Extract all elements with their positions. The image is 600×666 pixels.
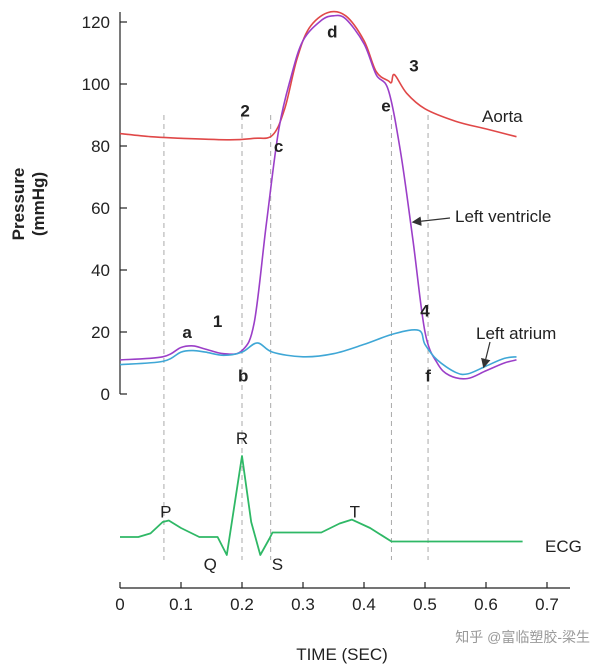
x-tick-label: 0.5	[413, 595, 437, 614]
x-tick-label: 0.2	[230, 595, 254, 614]
phase-marker-a: a	[182, 323, 192, 342]
y-tick-label: 100	[82, 75, 110, 94]
x-tick-label: 0.1	[169, 595, 193, 614]
atrium-arrow	[481, 341, 491, 369]
phase-marker-3: 3	[409, 56, 418, 75]
phase-marker-4: 4	[420, 301, 430, 320]
atrium-curve	[119, 329, 517, 376]
axes: 0 20 40 60 80 100 120 0 0.1 0.2 0.3 0.4 0.5 0.6 0.7	[82, 12, 570, 614]
watermark-text: 知乎 @富临塑胶-梁生	[455, 629, 590, 645]
x-tick-label: 0.7	[535, 595, 559, 614]
ecg-wave-label-s: S	[272, 555, 283, 574]
phase-marker-f: f	[425, 366, 431, 385]
ecg-label: ECG	[545, 537, 582, 556]
phase-marker-1: 1	[213, 312, 222, 331]
ventricle-arrow	[411, 216, 451, 226]
phase-marker-2: 2	[240, 101, 249, 120]
phase-markers: 1 2 3 4 a b c d e f	[182, 22, 431, 385]
y-tick-label: 80	[91, 137, 110, 156]
aorta-curve	[119, 10, 517, 141]
y-tick-label: 60	[91, 199, 110, 218]
left-ventricle-label: Left ventricle	[455, 207, 551, 226]
y-tick-label: 0	[101, 385, 110, 404]
x-tick-label: 0.3	[291, 595, 315, 614]
x-axis-label: TIME (SEC)	[296, 645, 388, 664]
y-tick-label: 40	[91, 261, 110, 280]
y-tick-label: 120	[82, 13, 110, 32]
y-axis-label-line1: Pressure	[9, 168, 28, 241]
y-tick-label: 20	[91, 323, 110, 342]
pressure-series	[119, 10, 517, 380]
phase-marker-b: b	[238, 366, 248, 385]
phase-marker-c: c	[274, 137, 283, 156]
x-tick-label: 0.4	[352, 595, 376, 614]
ecg-trace: P Q R S T	[120, 429, 523, 574]
ecg-wave-label-r: R	[236, 429, 248, 448]
aorta-label: Aorta	[482, 107, 523, 126]
x-tick-label: 0.6	[474, 595, 498, 614]
left-atrium-label: Left atrium	[476, 324, 556, 343]
ecg-wave-label-q: Q	[204, 555, 217, 574]
phase-marker-e: e	[381, 97, 390, 116]
guide-lines	[163, 115, 429, 560]
ventricle-curve	[119, 14, 517, 380]
x-tick-label: 0	[115, 595, 124, 614]
ecg-curve	[120, 455, 523, 556]
phase-marker-d: d	[327, 22, 337, 41]
ecg-wave-label-t: T	[350, 503, 360, 522]
ecg-wave-label-p: P	[160, 503, 171, 522]
y-axis-label-line2: (mmHg)	[29, 172, 48, 236]
